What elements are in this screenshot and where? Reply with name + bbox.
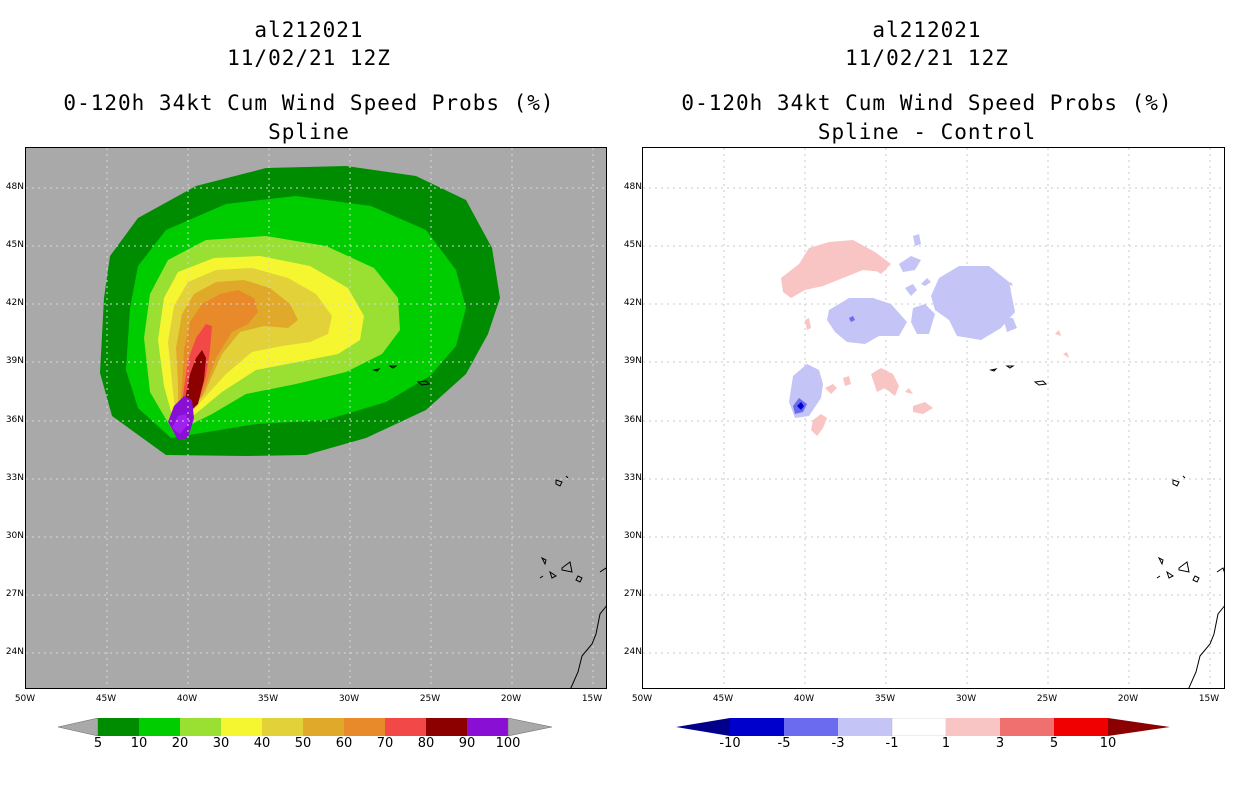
datetime-title: 11/02/21 12Z <box>227 46 391 70</box>
lat-label-24n: 24N <box>5 647 24 657</box>
lon-label-35w: 35W <box>257 694 279 704</box>
colorbar-bin-50-60 <box>303 718 344 736</box>
lat-label-42n: 42N <box>623 298 642 308</box>
colorbar-label: 1 <box>941 736 951 751</box>
method-title: Spline <box>268 120 350 144</box>
probability-colorbar <box>58 718 553 736</box>
lon-label-20w: 20W <box>1117 694 1139 704</box>
lon-label-45w: 45W <box>712 694 734 704</box>
colorbar-label: 100 <box>495 736 521 751</box>
left-panel: al212021 11/02/21 12Z 0-120h 34kt Cum Wi… <box>5 18 607 751</box>
lat-label-45n: 45N <box>623 240 642 250</box>
colorbar-label: 70 <box>376 736 394 751</box>
colorbar-bin-neg5-neg3 <box>784 718 838 736</box>
storm-id-title: al212021 <box>872 18 982 42</box>
colorbar-bin-1-3 <box>946 718 1000 736</box>
lat-label-36n: 36N <box>5 415 24 425</box>
coastlines <box>372 365 606 688</box>
difference-colorbar <box>676 718 1170 736</box>
colorbar-bin-neg10-neg5 <box>730 718 784 736</box>
colorbar-label: 60 <box>335 736 353 751</box>
lat-label-48n: 48N <box>5 182 24 192</box>
colorbar-bin-40-50 <box>262 718 303 736</box>
colorbar-bin-5-10 <box>98 718 139 736</box>
lat-label-27n: 27N <box>5 589 24 599</box>
lon-label-35w: 35W <box>874 694 896 704</box>
lon-label-45w: 45W <box>95 694 117 704</box>
lon-label-20w: 20W <box>500 694 522 704</box>
colorbar-bin-30-40 <box>221 718 262 736</box>
lat-label-30n: 30N <box>623 531 642 541</box>
colorbar-bin-20-30 <box>180 718 221 736</box>
storm-id-title: al212021 <box>254 18 364 42</box>
lon-label-15w: 15W <box>1198 694 1220 704</box>
colorbar-low-arrow <box>58 718 99 736</box>
positive-difference-areas <box>781 240 1069 436</box>
lat-label-30n: 30N <box>5 531 24 541</box>
colorbar-label: -5 <box>777 736 791 751</box>
colorbar-label: 3 <box>995 736 1005 751</box>
colorbar-bin-3-5 <box>1000 718 1054 736</box>
lon-label-25w: 25W <box>1036 694 1058 704</box>
colorbar-label: -1 <box>885 736 899 751</box>
map-gridlines <box>643 148 1224 688</box>
colorbar-label: 40 <box>253 736 271 751</box>
lat-label-45n: 45N <box>5 240 24 250</box>
lon-label-50w: 50W <box>14 694 36 704</box>
lat-label-24n: 24N <box>623 647 642 657</box>
colorbar-bin-70-80 <box>385 718 426 736</box>
colorbar-bin-90-100 <box>467 718 508 736</box>
lat-label-42n: 42N <box>5 298 24 308</box>
lon-label-50w: 50W <box>631 694 653 704</box>
lat-label-39n: 39N <box>5 356 24 366</box>
colorbar-bin-80-90 <box>426 718 467 736</box>
colorbar-label: 10 <box>130 736 148 751</box>
colorbar-label: -10 <box>719 736 741 751</box>
colorbar-low-arrow <box>676 718 730 736</box>
probability-map <box>25 147 607 689</box>
lat-label-36n: 36N <box>623 415 642 425</box>
colorbar-bin-neg3-neg1 <box>838 718 892 736</box>
lon-label-40w: 40W <box>793 694 815 704</box>
lon-label-30w: 30W <box>338 694 360 704</box>
lon-label-30w: 30W <box>955 694 977 704</box>
lat-label-48n: 48N <box>623 182 642 192</box>
method-title: Spline - Control <box>817 120 1037 144</box>
map-background <box>643 148 1224 688</box>
colorbar-label: 5 <box>1049 736 1059 751</box>
colorbar-label: 30 <box>212 736 230 751</box>
colorbar-bin-neg1-1 <box>891 718 947 736</box>
colorbar-label: 5 <box>93 736 103 751</box>
lat-label-33n: 33N <box>623 473 642 483</box>
colorbar-bin-10-20 <box>139 718 180 736</box>
lat-label-27n: 27N <box>623 589 642 599</box>
colorbar-label: 80 <box>417 736 435 751</box>
colorbar-high-arrow <box>1108 718 1170 736</box>
colorbar-label: -3 <box>831 736 845 751</box>
colorbar-label: 10 <box>1099 736 1117 751</box>
colorbar-label: 20 <box>171 736 189 751</box>
colorbar-high-arrow <box>507 718 553 736</box>
lon-label-25w: 25W <box>419 694 441 704</box>
colorbar-label: 90 <box>458 736 476 751</box>
product-title: 0-120h 34kt Cum Wind Speed Probs (%) <box>681 91 1173 115</box>
colorbar-bin-5-10 <box>1054 718 1108 736</box>
colorbar-label: 50 <box>294 736 312 751</box>
contour-100pct <box>172 414 188 434</box>
lon-label-15w: 15W <box>581 694 603 704</box>
right-panel: al212021 11/02/21 12Z 0-120h 34kt Cum Wi… <box>618 0 1236 800</box>
lon-label-40w: 40W <box>176 694 198 704</box>
strong-negative-areas <box>797 402 804 410</box>
datetime-title: 11/02/21 12Z <box>845 46 1009 70</box>
map-gridlines <box>26 148 606 688</box>
lat-label-33n: 33N <box>5 473 24 483</box>
lat-label-39n: 39N <box>623 356 642 366</box>
colorbar-bin-60-70 <box>344 718 385 736</box>
product-title: 0-120h 34kt Cum Wind Speed Probs (%) <box>63 91 555 115</box>
difference-map <box>642 147 1225 689</box>
coastlines <box>989 365 1224 688</box>
